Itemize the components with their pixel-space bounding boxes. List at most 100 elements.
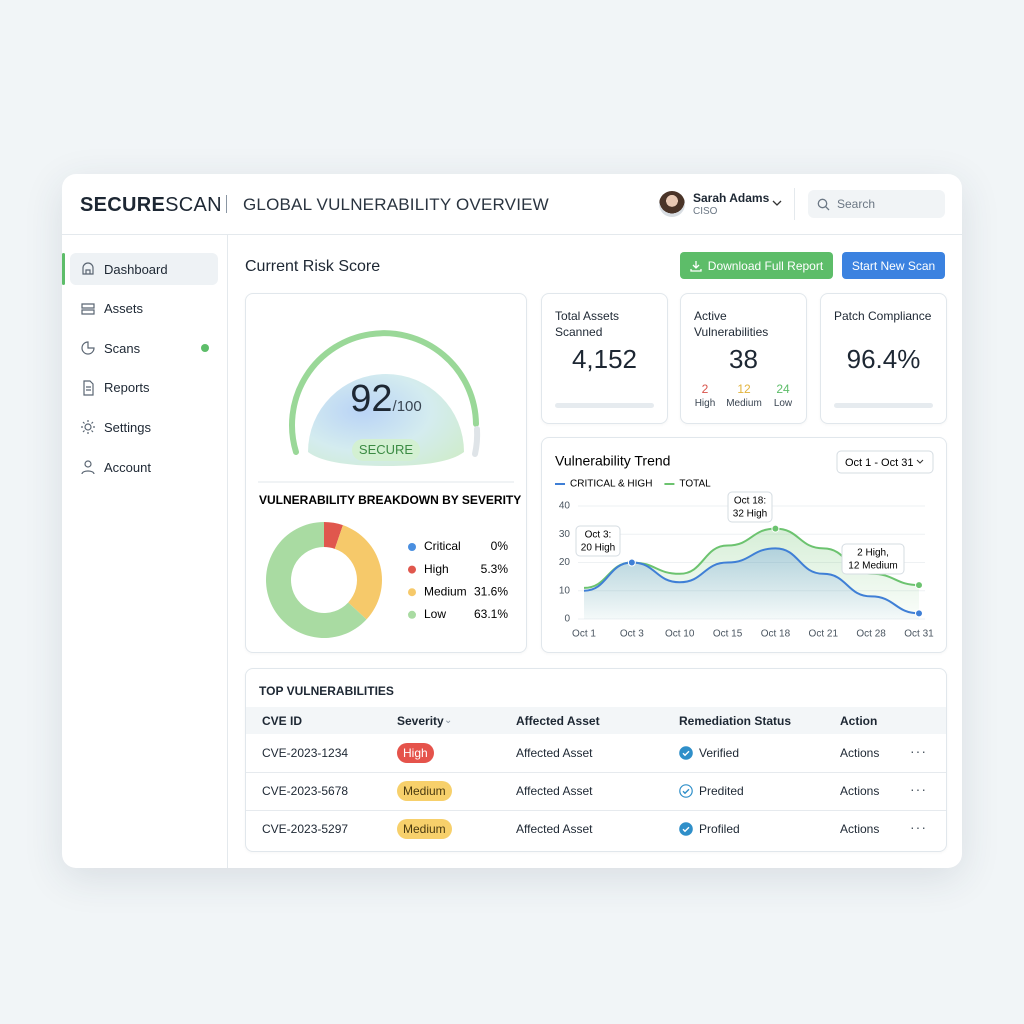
nav-item[interactable]: Reports <box>70 372 218 404</box>
nav-icon-shape <box>82 262 94 275</box>
header-separator <box>794 188 795 220</box>
nav-icon <box>81 420 95 435</box>
y-tick-label: 0 <box>564 614 570 625</box>
gauge-arc <box>289 330 479 455</box>
column-header[interactable]: Severity <box>397 714 444 728</box>
user-role: CISO <box>693 206 718 217</box>
progress-track <box>555 403 654 408</box>
x-tick-label: Oct 18 <box>761 629 791 640</box>
nav-label: Account <box>104 459 151 475</box>
x-tick-label: Oct 21 <box>809 629 839 640</box>
x-tick-label: Oct 10 <box>665 629 695 640</box>
risk-panel: 92/100 SECURE VULNERABILITY BREAKDOWN BY… <box>245 293 527 653</box>
legend-swatch <box>408 565 416 574</box>
user-menu-chevron[interactable] <box>772 199 782 207</box>
annotation-text: Oct 18: <box>734 496 766 507</box>
search-box[interactable]: Search <box>808 190 945 218</box>
nav-icon-shape <box>81 341 95 355</box>
x-tick-label: Oct 15 <box>713 629 743 640</box>
status-icon-circle <box>679 746 693 760</box>
risk-status: SECURE <box>352 439 420 461</box>
row-divider <box>246 810 946 811</box>
nav-icon-shape <box>83 380 94 396</box>
y-tick-label: 10 <box>559 585 571 596</box>
y-tick-label: 20 <box>559 557 571 568</box>
table-cell: CVE-2023-1234 <box>262 746 349 760</box>
table-cell: CVE-2023-5678 <box>262 784 349 798</box>
nav-icon <box>82 262 94 275</box>
table-cell[interactable]: Actions <box>840 784 880 798</box>
status-icon-circle <box>679 784 693 798</box>
table-cell[interactable]: Actions <box>840 822 880 836</box>
x-tick-label: Oct 3 <box>620 629 644 640</box>
download-button[interactable]: Download Full Report <box>680 252 833 279</box>
annotation-text: 32 High <box>733 509 767 520</box>
brand-light: SCAN <box>165 194 222 216</box>
x-tick-label: Oct 1 <box>572 629 596 640</box>
range-selector-box <box>836 450 934 474</box>
table-cell: Affected Asset <box>516 784 593 798</box>
severity-badge: Medium <box>397 781 452 801</box>
gauge-face <box>308 374 464 466</box>
point <box>915 609 923 618</box>
risk-graphics <box>258 330 514 483</box>
x-tick-label: Oct 31 <box>904 629 934 640</box>
breakdown-label: High <box>694 398 716 409</box>
breakdown-label: Medium <box>726 398 762 409</box>
breakdown-label: Low <box>773 398 793 409</box>
nav-item[interactable]: Dashboard <box>62 253 218 285</box>
stat-label: Active Vulnerabilities <box>694 309 769 339</box>
table-cell: Affected Asset <box>516 822 593 836</box>
column-header: Affected Asset <box>516 714 600 728</box>
download-label: Download Full Report <box>707 258 824 273</box>
table-panel: TOP VULNERABILITIES CVE ID Severity ⌄ Affec… <box>245 668 947 852</box>
point <box>771 524 780 533</box>
table-cell[interactable]: Actions <box>840 746 880 760</box>
table-header-row <box>246 707 946 734</box>
nav-item[interactable]: Assets <box>70 293 218 325</box>
brand: SECURESCAN <box>80 194 222 217</box>
legend-swatch <box>408 543 416 551</box>
nav-item[interactable]: Account <box>70 451 218 483</box>
legend-label: Critical <box>424 539 461 553</box>
sort-icon[interactable]: ⌄ <box>444 715 453 726</box>
pie-slice <box>324 522 343 549</box>
row-menu[interactable]: ··· <box>910 819 927 835</box>
range-selector[interactable]: Oct 1 - Oct 31 <box>836 450 934 474</box>
user-name[interactable]: Sarah Adams <box>693 191 770 205</box>
breakdown-count: 24 <box>776 382 790 396</box>
line <box>583 547 920 615</box>
row-menu[interactable]: ··· <box>910 781 927 797</box>
legend-swatch <box>408 610 416 619</box>
nav-icon-shape <box>81 420 95 435</box>
risk-score-wrap: 92/100 <box>246 378 526 421</box>
header-divider <box>62 234 962 235</box>
nav-icon <box>81 341 95 355</box>
severity-badge: High <box>397 743 434 763</box>
nav-icon-shape <box>81 460 95 475</box>
scan-button[interactable]: Start New Scan <box>842 252 945 279</box>
point <box>627 558 636 567</box>
annotation-text: Oct 3: <box>585 530 612 541</box>
progress-track <box>834 403 933 408</box>
status-icon <box>679 784 693 798</box>
risk-out-of: /100 <box>392 398 422 415</box>
risk-score: 92 <box>350 378 393 420</box>
status-dot <box>201 344 209 353</box>
status-icon-circle <box>679 822 693 836</box>
legend-value: 31.6% <box>474 584 508 598</box>
nav-item[interactable]: Scans <box>70 332 218 364</box>
nav-label: Assets <box>104 301 144 317</box>
stat-label: Total Assets Scanned <box>555 309 620 339</box>
legend-value: 0% <box>491 539 509 553</box>
nav-item[interactable]: Settings <box>70 411 218 443</box>
stat-card: Active Vulnerabilities 38 2 High 12 Medium 24 L… <box>680 293 807 424</box>
row-divider <box>246 772 946 773</box>
pie-chart: VULNERABILITY BREAKDOWN BY SEVERITY Criti… <box>259 493 521 638</box>
avatar[interactable] <box>659 191 685 217</box>
row-menu[interactable]: ··· <box>910 743 927 759</box>
column-header: Action <box>840 714 878 728</box>
legend-value: 5.3% <box>481 562 509 576</box>
annotation-box <box>575 525 621 557</box>
